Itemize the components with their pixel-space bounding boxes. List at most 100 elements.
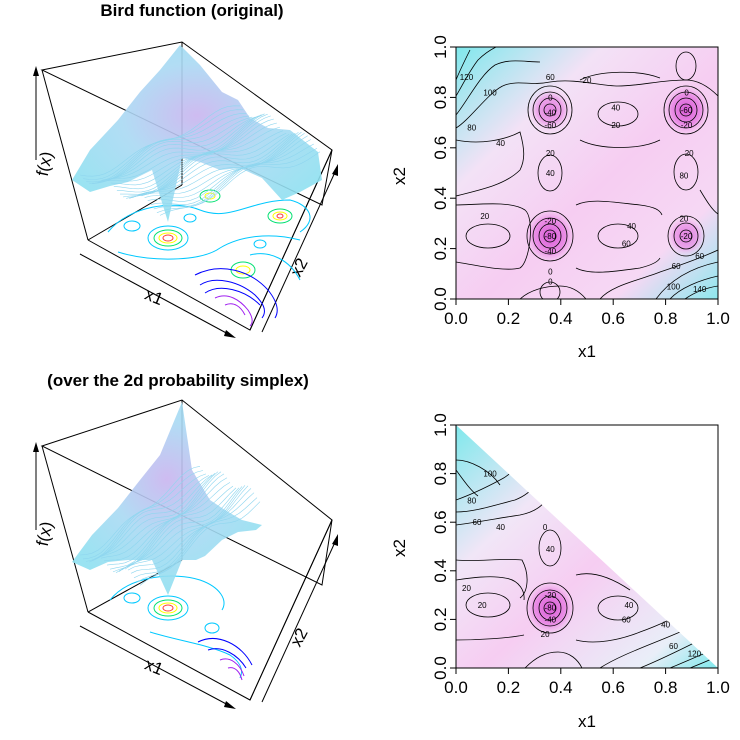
contour-label: 140 [693,285,707,294]
contour-label: 80 [467,124,476,133]
mesh-line [104,113,265,181]
xaxis-arrowhead-top [224,330,236,338]
mesh-line [100,471,222,559]
floor-contour [194,268,278,319]
contour-label: 40 [496,523,505,532]
floor-contour [235,265,251,275]
ylabel-bottom: x2 [287,625,312,650]
contour-label: 0 [548,93,553,102]
xlabel-contour-bottom: x1 [578,712,596,731]
x-tick-label: 1.0 [706,309,730,328]
floor-contour [153,229,183,247]
contour-label: 40 [546,169,555,178]
xlabel-bottom: x1 [142,655,166,679]
contour-panel-top: 120 100 80 60 40 20 40 20 20 40 20 80 20 0 40 60 20 60 60 1… [390,35,730,361]
surface-panel-top: Bird function (original) f(x) x1 x2 [33,1,338,338]
floor-contour [253,239,267,249]
x-tick-label: 0.4 [549,678,573,697]
contour-label: 80 [467,496,476,505]
mesh-line [147,135,308,202]
floor-contour [123,220,141,232]
contour-labels-top: 120 100 80 60 40 20 40 20 20 40 20 80 20 0 40 60 20 60 60 1… [460,73,707,294]
ylabel-contour-bottom: x2 [390,539,409,557]
floor-contour [123,592,141,604]
contour-label: 40 [627,222,636,231]
contour-label: -20 [681,232,693,241]
xlabel-contour-top: x1 [578,342,596,361]
contour-label: -80 [545,232,557,241]
floor-contour [204,622,220,634]
mesh-line [103,473,225,562]
contour-label: -40 [545,247,557,256]
axis-ticks-bottom: 0.0 0.2 0.4 0.6 0.8 1.0 0.0 0.2 0.4 0.6 0.8 1.0 [431,413,730,697]
mesh-line [101,114,262,181]
mesh-line [95,116,256,184]
mesh-line [107,113,268,182]
floor-contour [276,213,284,219]
x-tick-label: 0.0 [444,309,468,328]
y-tick-label: 0.8 [431,462,450,486]
plot-frame-bottom [455,424,719,669]
floor-contour [214,295,253,327]
contour-label: 0 [548,267,553,276]
floor-contour [153,599,183,617]
contour-label: -40 [545,615,557,624]
contour-label: -40 [545,109,557,118]
mesh-line [136,497,258,583]
mesh-line [89,115,250,184]
floor-contour [219,658,245,677]
xaxis-arrow-bottom [79,625,231,707]
contour-label: 40 [661,620,670,629]
contour-label: 20 [679,214,688,223]
x-tick-label: 0.8 [654,678,678,697]
mesh-line [138,131,299,196]
floor-contour [158,602,178,614]
zlabel-top: f(x) [33,150,57,178]
floor-contour [199,279,265,319]
mesh-line [88,475,210,563]
contour-label: -20 [545,217,557,226]
contour-panel-bottom: 100 80 60 40 0 40 20 20 20 40 60 40 60 120 -20 -80 -40 0… [390,413,730,731]
contour-label: -20 [681,121,693,130]
contour-background-bottom [456,425,718,668]
contour-label: 100 [667,282,681,291]
xaxis-arrow-top [79,253,231,336]
y-tick-label: 0.6 [431,136,450,160]
contour-label: 100 [483,88,497,97]
floor-contour [147,225,189,251]
axis-ticks-top: 0.0 0.2 0.4 0.6 0.8 1.0 0.0 0.2 0.4 0.6 0.8 1.0 [431,35,730,328]
contour-label: 0 [543,523,548,532]
mesh-line [127,485,249,571]
mesh-line [82,470,204,560]
x-tick-label: 0.2 [497,678,521,697]
floor-contour [204,287,261,306]
x-tick-label: 0.6 [601,678,625,697]
floor-contour [249,253,301,281]
mesh-line [124,485,246,570]
x-tick-label: 0.4 [549,309,573,328]
surface-mesh-bottom [79,466,261,586]
contour-label: 60 [672,262,681,271]
mesh-line [91,474,213,562]
contour-label: 20 [685,149,694,158]
floor-contours-top [107,189,311,327]
zlabel-bottom: f(x) [33,520,57,548]
mesh-line [85,473,207,562]
box-floor-front-top [87,149,333,331]
mesh-line [110,115,271,186]
minimum-blob [524,580,576,636]
zaxis-arrowhead-top [33,66,39,76]
floor-contour [207,648,247,669]
contour-label: -20 [545,591,557,600]
box-edge-left-top [41,69,89,241]
mesh-line [118,487,240,572]
mesh-line [133,492,255,579]
ylabel-contour-top: x2 [390,167,409,185]
x-tick-label: 0.6 [601,309,625,328]
contour-label: 60 [669,642,678,651]
mesh-line [126,132,287,199]
mesh-line [92,116,253,185]
contour-label: 100 [483,470,497,479]
contour-label: 60 [473,518,482,527]
